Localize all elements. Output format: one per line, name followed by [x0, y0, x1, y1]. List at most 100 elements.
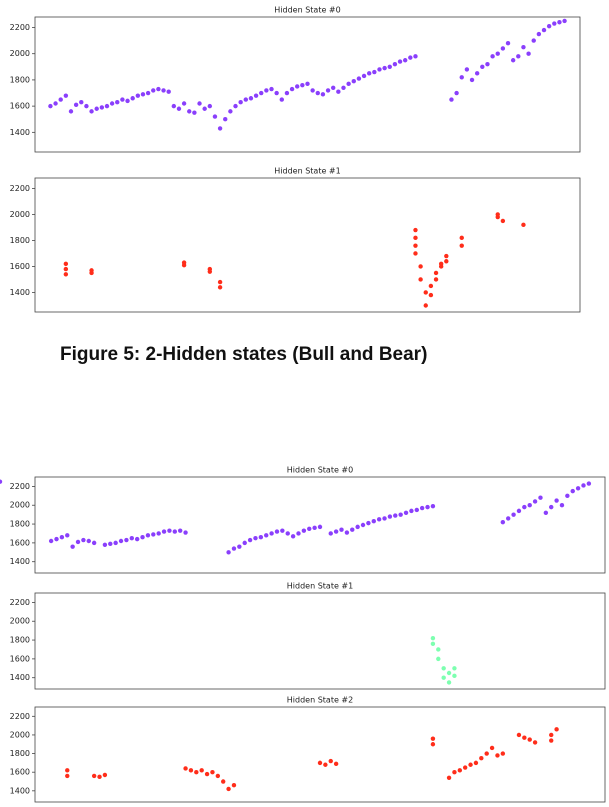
point — [207, 103, 213, 109]
point — [183, 766, 188, 771]
point — [446, 775, 452, 780]
point — [536, 31, 542, 37]
point — [397, 59, 403, 64]
point — [156, 86, 161, 92]
point — [183, 530, 188, 535]
point — [134, 536, 140, 542]
point — [452, 673, 457, 679]
point — [430, 503, 436, 509]
point — [204, 771, 210, 777]
plot-area — [34, 476, 606, 574]
point — [65, 533, 70, 538]
point — [541, 27, 547, 33]
point — [490, 54, 495, 59]
point — [495, 214, 500, 220]
point — [500, 46, 506, 51]
point — [333, 529, 339, 534]
point — [441, 675, 446, 680]
point — [228, 109, 233, 114]
point — [522, 504, 527, 510]
point — [552, 21, 557, 26]
point — [295, 84, 300, 89]
point — [118, 538, 124, 544]
y-tick-label: 1800 — [10, 520, 30, 529]
point — [242, 540, 247, 546]
point — [75, 539, 81, 545]
y-tick-label: 1800 — [10, 636, 30, 645]
point — [459, 243, 464, 248]
point — [285, 531, 290, 536]
point — [166, 89, 171, 94]
point — [226, 550, 231, 555]
point — [317, 760, 323, 766]
point — [91, 540, 97, 546]
point — [532, 740, 538, 745]
point — [403, 510, 409, 515]
point — [532, 499, 538, 504]
point — [253, 93, 259, 98]
point — [264, 533, 269, 538]
point — [202, 106, 207, 111]
point — [156, 531, 161, 536]
point — [296, 531, 301, 536]
point — [356, 76, 362, 81]
point — [500, 218, 506, 224]
point — [413, 235, 418, 241]
point — [436, 656, 441, 662]
point — [543, 510, 549, 515]
point — [376, 517, 382, 522]
point — [554, 498, 559, 503]
point — [521, 44, 526, 50]
point — [516, 508, 522, 514]
point — [462, 765, 468, 770]
point — [89, 270, 94, 276]
point — [464, 67, 470, 72]
point — [521, 222, 526, 228]
chart-title: Hidden State #0 — [274, 6, 340, 15]
plot-area — [34, 177, 581, 313]
point — [65, 768, 70, 773]
point — [312, 525, 317, 531]
point — [310, 88, 315, 93]
point — [433, 270, 439, 276]
point — [217, 279, 223, 285]
point — [145, 90, 151, 96]
y-tick-label: 1600 — [10, 768, 30, 777]
point — [63, 266, 69, 272]
point — [199, 768, 204, 773]
point — [469, 77, 475, 83]
point — [97, 774, 102, 780]
point — [449, 97, 454, 102]
point — [305, 81, 310, 87]
point — [531, 38, 536, 43]
point — [413, 251, 418, 256]
y-tick-label: 1400 — [10, 673, 30, 682]
point — [207, 269, 213, 274]
point — [301, 528, 307, 533]
point — [423, 290, 428, 295]
point — [68, 109, 74, 114]
point — [307, 526, 312, 531]
point — [336, 89, 341, 94]
point — [226, 786, 231, 792]
point — [151, 88, 156, 93]
point — [94, 106, 99, 111]
point — [320, 92, 326, 97]
point — [102, 772, 108, 778]
point — [419, 505, 425, 511]
point — [151, 532, 156, 537]
point — [300, 82, 305, 88]
point — [485, 61, 490, 67]
y-tick-label: 1600 — [10, 538, 30, 547]
point — [280, 528, 285, 533]
point — [91, 773, 97, 779]
y-tick-label: 2000 — [10, 49, 30, 58]
point — [511, 512, 516, 517]
point — [408, 55, 413, 60]
point — [120, 97, 125, 102]
point — [527, 503, 532, 508]
y-tick-label: 1600 — [10, 262, 30, 271]
point — [161, 88, 166, 93]
point — [452, 666, 457, 671]
point — [341, 85, 346, 90]
